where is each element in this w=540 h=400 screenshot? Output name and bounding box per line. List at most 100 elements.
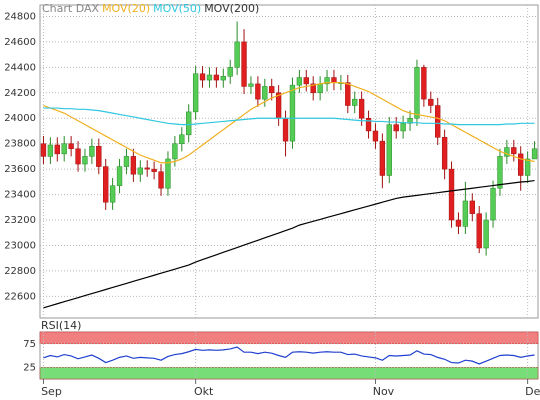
y-tick-label: 23400 (4, 190, 36, 201)
upper-band (39, 331, 539, 344)
candle-body (89, 145, 95, 157)
candle-body (393, 124, 399, 132)
candle-body (345, 82, 351, 106)
line (43, 346, 535, 365)
candle-body (241, 41, 247, 87)
candle-body (275, 92, 282, 119)
candle-body (144, 167, 150, 170)
candle-body (269, 86, 275, 94)
candle-body (137, 167, 143, 175)
candle-body (455, 219, 462, 227)
candle-body (82, 156, 88, 165)
candle-body (206, 74, 213, 81)
candle-body (296, 77, 303, 86)
candle-body (511, 147, 517, 155)
candle-body (54, 144, 60, 155)
candle-body (234, 41, 240, 68)
candle-body (317, 83, 323, 94)
y-tick-label: 22800 (4, 266, 36, 277)
candle-body (165, 158, 171, 189)
line (43, 82, 535, 164)
x-tick-label: Dez (525, 385, 540, 398)
candle-body (428, 98, 434, 106)
legend-entry: MOV(20) (102, 2, 150, 15)
candle-body (186, 111, 192, 136)
candle-body (414, 67, 420, 119)
x-tick-label: Nov (373, 385, 395, 398)
candle-body (497, 156, 503, 189)
candle-body (352, 98, 358, 106)
candle-body (172, 143, 178, 160)
candle-body (365, 117, 372, 132)
candle-body (303, 77, 309, 85)
candle-body (386, 124, 392, 176)
candle-body (324, 77, 330, 85)
y-tick-label: 23200 (4, 215, 36, 226)
candle-body (379, 140, 386, 176)
candle-body (372, 130, 379, 142)
candle-body (40, 143, 47, 157)
y-tick-label: 25 (23, 362, 36, 373)
x-tick-label: Okt (194, 385, 214, 398)
candle-body (96, 145, 102, 167)
candle-body (75, 148, 81, 165)
y-tick-label: 75 (23, 339, 36, 350)
candle-body (116, 166, 123, 186)
candle-body (518, 153, 524, 176)
candle-body (490, 187, 496, 221)
candle-body (130, 156, 137, 175)
y-tick-label: 23800 (4, 139, 36, 150)
candle-body (441, 137, 448, 170)
candle-body (227, 67, 233, 77)
y-tick-label: 23600 (4, 164, 36, 175)
candle-body (531, 148, 538, 160)
panel-title: RSI(14) (41, 319, 81, 332)
candle-body (483, 219, 489, 249)
y-tick-label: 24000 (4, 113, 36, 124)
candle-body (504, 147, 510, 157)
candle-body (448, 168, 455, 221)
y-tick-label: 24400 (4, 62, 36, 73)
candle-body (255, 83, 261, 100)
candle-body (358, 98, 365, 119)
candle-body (47, 144, 54, 157)
candle-body (310, 83, 316, 94)
y-tick-label: 23000 (4, 240, 36, 251)
y-tick-label: 22600 (4, 291, 36, 302)
candle-body (282, 117, 289, 142)
candle-body (469, 200, 475, 214)
candle-body (213, 74, 220, 81)
x-tick-label: Sep (41, 385, 62, 398)
lower-band (39, 367, 539, 380)
plot-area (39, 4, 539, 319)
legend-entry: MOV(200) (204, 2, 259, 15)
y-tick-label: 24800 (4, 11, 36, 22)
chart-title: Chart DAX (42, 2, 100, 15)
line (43, 179, 535, 309)
candle-body (400, 123, 406, 132)
legend-entry: MOV(50) (153, 2, 201, 15)
candle-body (192, 73, 199, 113)
candle-body (248, 83, 254, 87)
candle-body (103, 166, 109, 203)
candle-body (179, 134, 185, 144)
candle-body (61, 143, 67, 155)
candle-body (262, 86, 268, 100)
y-tick-label: 24600 (4, 37, 36, 48)
line (43, 107, 535, 126)
candle-body (331, 77, 337, 83)
candle-body (199, 73, 206, 81)
candle-body (158, 171, 164, 189)
candle-body (289, 84, 296, 142)
candle-body (524, 158, 531, 176)
candle-body (109, 185, 116, 203)
candle-body (421, 67, 427, 100)
candle-body (435, 105, 441, 138)
y-tick-label: 24200 (4, 88, 36, 99)
candle-body (123, 156, 130, 167)
candle-body (68, 143, 74, 150)
candle-body (462, 200, 469, 227)
candle-body (476, 213, 482, 249)
candle-body (151, 168, 157, 172)
